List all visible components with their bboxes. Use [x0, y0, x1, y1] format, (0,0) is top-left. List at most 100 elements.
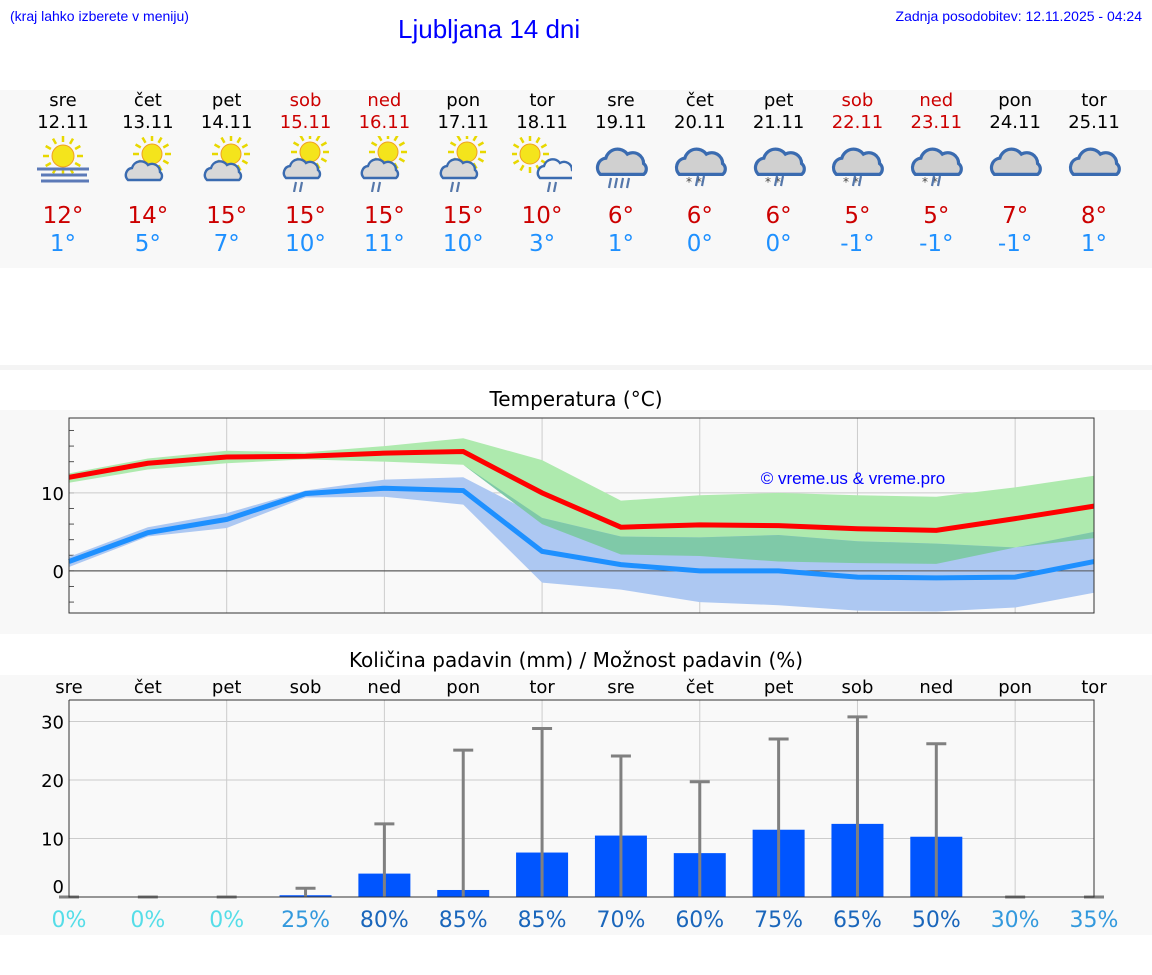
cloudy-icon	[1054, 134, 1134, 194]
probability-label: 65%	[833, 908, 882, 933]
max-temp-band	[69, 438, 1094, 564]
max-temp: 8°	[1080, 203, 1108, 229]
probability-label: 0%	[130, 908, 165, 933]
max-temp: 15°	[206, 203, 248, 229]
max-temp: 15°	[363, 203, 405, 229]
cloud-sleet-icon: * *	[896, 134, 976, 194]
cloud-sleet-icon: * *	[739, 134, 819, 194]
min-temp: -1°	[919, 231, 954, 257]
max-temp: 6°	[686, 203, 713, 229]
temperature-title: Temperatura (°C)	[489, 387, 663, 411]
day-column: ned 23.11 * * 5° -1°	[896, 90, 976, 258]
probability-label: 35%	[1070, 908, 1119, 933]
day-column: čet 20.11 * * 6° 0°	[660, 90, 740, 258]
watermark: © vreme.us & vreme.pro	[761, 469, 945, 488]
day-name: ned	[919, 90, 954, 111]
day-date: 15.11	[279, 112, 332, 133]
cloud-sleet-icon: * *	[817, 134, 897, 194]
max-temp: 5°	[844, 203, 871, 229]
max-temp-line	[68, 449, 1095, 533]
x-tick-label: tor	[529, 677, 555, 698]
day-name: sob	[289, 90, 322, 111]
day-date: 12.11	[37, 112, 89, 133]
day-name: tor	[1081, 90, 1107, 111]
y-tick-label: 10	[41, 830, 64, 851]
y-tick-label: 0	[53, 562, 64, 583]
day-column: pon 17.11 15° 10°	[423, 90, 503, 258]
x-tick-label: sob	[290, 677, 322, 698]
sun-fog-icon	[23, 134, 103, 194]
min-temp: 0°	[686, 231, 713, 257]
probability-label: 30%	[991, 908, 1040, 933]
x-tick-label: tor	[1081, 677, 1107, 698]
x-tick-label: pet	[764, 677, 794, 698]
day-name: pon	[998, 90, 1033, 111]
day-name: sob	[841, 90, 874, 111]
probability-label: 60%	[675, 908, 724, 933]
y-tick-label: 30	[41, 713, 64, 734]
max-temp: 10°	[521, 203, 563, 229]
day-date: 24.11	[989, 112, 1041, 133]
min-temp-line	[68, 485, 1095, 581]
day-date: 22.11	[831, 112, 884, 133]
day-name: pon	[446, 90, 481, 111]
day-column: sob 22.11 * * 5° -1°	[817, 90, 897, 258]
day-name: pet	[211, 90, 242, 111]
x-tick-label: sre	[55, 677, 82, 698]
min-temp: 10°	[285, 231, 326, 257]
max-temp: 14°	[127, 203, 169, 229]
min-temp: 3°	[528, 231, 556, 257]
divider	[0, 365, 1152, 370]
day-date: 23.11	[910, 112, 963, 133]
x-tick-label: čet	[134, 677, 162, 698]
max-temp: 15°	[285, 203, 326, 229]
probability-label: 25%	[281, 908, 330, 933]
partly-cloudy-icon	[108, 134, 188, 194]
day-name: ned	[367, 90, 402, 111]
partly-cloudy-rain-icon	[423, 134, 503, 194]
x-tick-label: pon	[998, 677, 1032, 698]
day-date: 18.11	[516, 112, 568, 133]
y-tick-label: 0	[53, 877, 64, 898]
y-tick-label: 20	[41, 771, 64, 792]
plot-frame	[68, 699, 1095, 898]
day-date: 21.11	[752, 112, 805, 133]
x-tick-label: sre	[607, 677, 634, 698]
day-date: 14.11	[200, 112, 253, 133]
day-name: pet	[763, 90, 794, 111]
day-column: tor 18.11 10° 3°	[502, 90, 582, 258]
probability-label: 50%	[912, 908, 961, 933]
probability-label: 0%	[52, 908, 87, 933]
min-temp: 7°	[213, 231, 240, 257]
x-tick-label: ned	[367, 677, 401, 698]
day-name: tor	[529, 90, 555, 111]
day-column: pon 24.11 7° -1°	[975, 90, 1055, 258]
min-temp: 1°	[49, 231, 77, 257]
min-temp: 5°	[134, 231, 161, 257]
max-temp: 7°	[1002, 203, 1029, 229]
x-tick-label: ned	[919, 677, 953, 698]
min-temp: 0°	[765, 231, 792, 257]
max-temp: 6°	[607, 203, 634, 229]
min-temp: -1°	[997, 231, 1033, 257]
precipitation-title: Količina padavin (mm) / Možnost padavin …	[348, 648, 804, 672]
max-temp: 5°	[923, 203, 950, 229]
max-temp: 12°	[42, 203, 84, 229]
probability-label: 85%	[439, 908, 488, 933]
forecast-strip: sre 12.11 12° 1° čet 13.11 14° 5° pet 14.1…	[0, 90, 1152, 268]
x-tick-label: pet	[212, 677, 242, 698]
min-temp: -1°	[840, 231, 875, 257]
day-date: 16.11	[358, 112, 411, 133]
cloudy-icon	[975, 134, 1055, 194]
x-tick-label: sob	[842, 677, 874, 698]
day-date: 17.11	[437, 112, 489, 133]
day-column: pet 14.11 15° 7°	[187, 90, 267, 258]
day-column: ned 16.11 15° 11°	[344, 90, 424, 258]
probability-label: 70%	[596, 908, 645, 933]
cloud-sleet-icon: * *	[660, 134, 740, 194]
probability-label: 80%	[360, 908, 409, 933]
probability-label: 75%	[754, 908, 803, 933]
day-date: 20.11	[674, 112, 726, 133]
day-name: čet	[133, 90, 162, 111]
